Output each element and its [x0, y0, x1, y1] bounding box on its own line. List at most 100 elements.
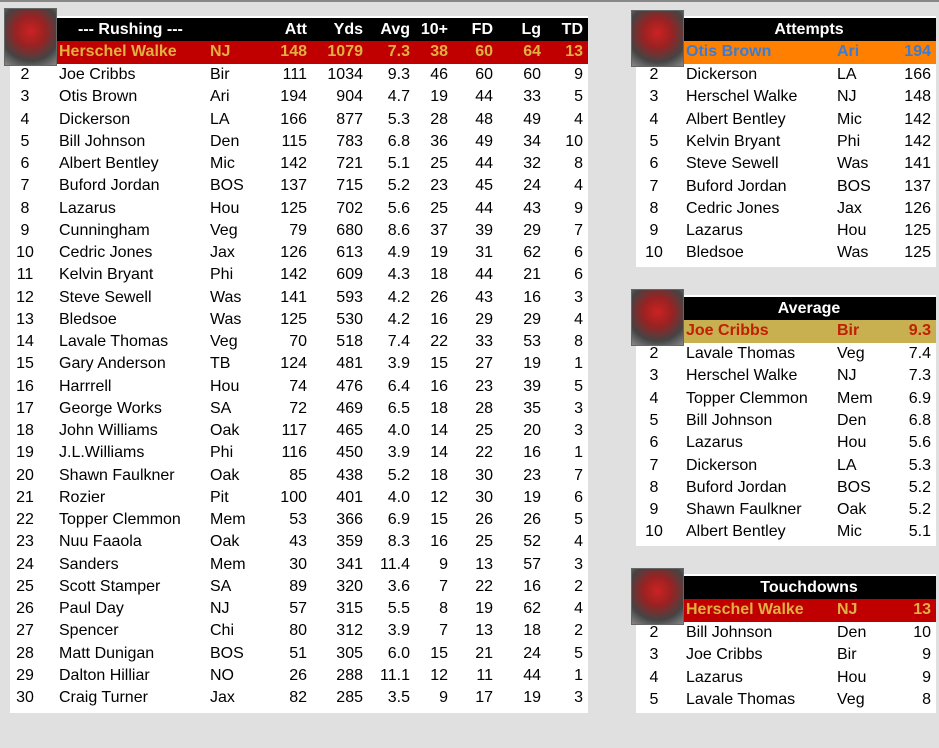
stat: 30 [475, 488, 493, 506]
table-row: 16 Harrrell Hou 74 476 6.4 16 23 39 5 [10, 376, 588, 398]
rank: 25 [16, 577, 34, 595]
stat: 28 [430, 110, 448, 128]
stat: 29 [523, 221, 541, 239]
table-row: 9 Cunningham Veg 79 680 8.6 37 39 29 7 [10, 220, 588, 242]
attempts-panel: Attempts Otis Brown Ari 194 2 Dickerson LA 166 3… [636, 16, 936, 267]
rank: 3 [649, 646, 659, 664]
team: Ari [837, 43, 860, 60]
team: SA [210, 399, 232, 417]
table-row: 6 Albert Bentley Mic 142 721 5.1 25 44 32 8 [10, 153, 588, 175]
stat: 21 [523, 266, 541, 284]
stat: 4 [574, 310, 583, 328]
team: NJ [837, 367, 857, 385]
table-row: 2 Dickerson LA 166 [636, 64, 936, 86]
rank: 3 [20, 88, 30, 106]
team: Hou [210, 377, 240, 395]
stat: 16 [523, 444, 541, 462]
stat: 82 [289, 689, 307, 706]
team: TB [210, 355, 231, 373]
stat: 4 [574, 177, 583, 195]
table-row: 19 J.L.Williams Phi 116 450 3.9 14 22 16 1 [10, 442, 588, 464]
player-name: Herschel Walke [59, 43, 177, 60]
stat: 36 [430, 132, 448, 150]
stat: 142 [904, 132, 931, 150]
table-row: 4 Topper Clemmon Mem 6.9 [636, 388, 936, 410]
player-name: Topper Clemmon [59, 511, 181, 528]
stat: 44 [475, 199, 493, 217]
rank: 17 [16, 399, 34, 417]
stat: 14 [430, 422, 448, 439]
stat: 1034 [327, 66, 363, 83]
stat: 35 [523, 399, 541, 417]
stat: 57 [289, 600, 307, 617]
player-name: Steve Sewell [59, 288, 152, 306]
stat: 6 [574, 488, 583, 506]
player-name: Bill Johnson [59, 132, 146, 150]
stat: 10 [565, 132, 583, 150]
stat: 11 [476, 666, 493, 684]
player-name: Lazarus [686, 434, 743, 452]
team: Bir [837, 322, 860, 339]
team: LA [837, 456, 857, 474]
stat: 3.9 [387, 444, 410, 462]
stat: 8 [439, 600, 448, 617]
stat: 9 [439, 689, 448, 706]
stat: 194 [904, 43, 931, 60]
stat: 19 [523, 689, 541, 706]
rank: 2 [649, 66, 659, 83]
team: Was [210, 310, 242, 328]
stat: 22 [475, 577, 493, 595]
stat: 166 [904, 66, 931, 83]
stat: 904 [336, 88, 363, 106]
rank: 2 [20, 66, 30, 83]
stat: 19 [430, 244, 448, 261]
stat: 125 [904, 244, 931, 262]
stat: 3 [574, 689, 583, 706]
rank: 7 [649, 177, 659, 195]
stat: 5 [574, 511, 583, 528]
stat: 62 [523, 600, 541, 617]
stat: 23 [475, 377, 493, 395]
team: NJ [210, 600, 230, 617]
team: Mem [837, 389, 873, 407]
stat: 7 [439, 622, 448, 640]
stat: 469 [336, 399, 363, 417]
stat: 26 [289, 666, 307, 684]
player-name: Nuu Faaola [59, 533, 142, 551]
stat: 22 [430, 333, 448, 350]
team: LA [837, 66, 857, 83]
player-name: Albert Bentley [59, 155, 159, 172]
team: Was [210, 288, 242, 306]
stat: 25 [430, 199, 448, 217]
stat: 315 [336, 600, 363, 617]
column-header: Att [284, 21, 307, 38]
stat: 2 [574, 622, 583, 640]
stat: 702 [336, 199, 363, 217]
team: Mem [210, 555, 246, 573]
player-name: Albert Bentley [686, 110, 786, 128]
player-name: George Works [59, 399, 162, 417]
stat: 126 [904, 199, 931, 217]
stat: 4.9 [387, 244, 410, 261]
stat: 148 [280, 43, 307, 60]
table-row: 11 Kelvin Bryant Phi 142 609 4.3 18 44 21 6 [10, 264, 588, 286]
stat: 4.0 [387, 422, 410, 439]
table-row: 5 Bill Johnson Den 6.8 [636, 410, 936, 432]
team: SA [210, 577, 232, 595]
stat: 49 [523, 110, 541, 128]
team: Phi [210, 266, 234, 284]
stat: 877 [336, 110, 363, 128]
touchdowns-header: Touchdowns [682, 576, 936, 599]
column-header: Lg [521, 21, 541, 38]
rank: 29 [16, 666, 34, 684]
team: Mic [837, 523, 862, 541]
player-name: Bledsoe [686, 244, 744, 262]
stat: 4 [574, 533, 583, 551]
stat: 9.3 [387, 66, 410, 83]
stat: 7 [574, 466, 583, 484]
rank: 13 [16, 310, 34, 328]
stat: 32 [523, 155, 541, 172]
stat: 126 [280, 244, 307, 261]
stat: 9 [922, 646, 931, 664]
stat: 166 [280, 110, 307, 128]
